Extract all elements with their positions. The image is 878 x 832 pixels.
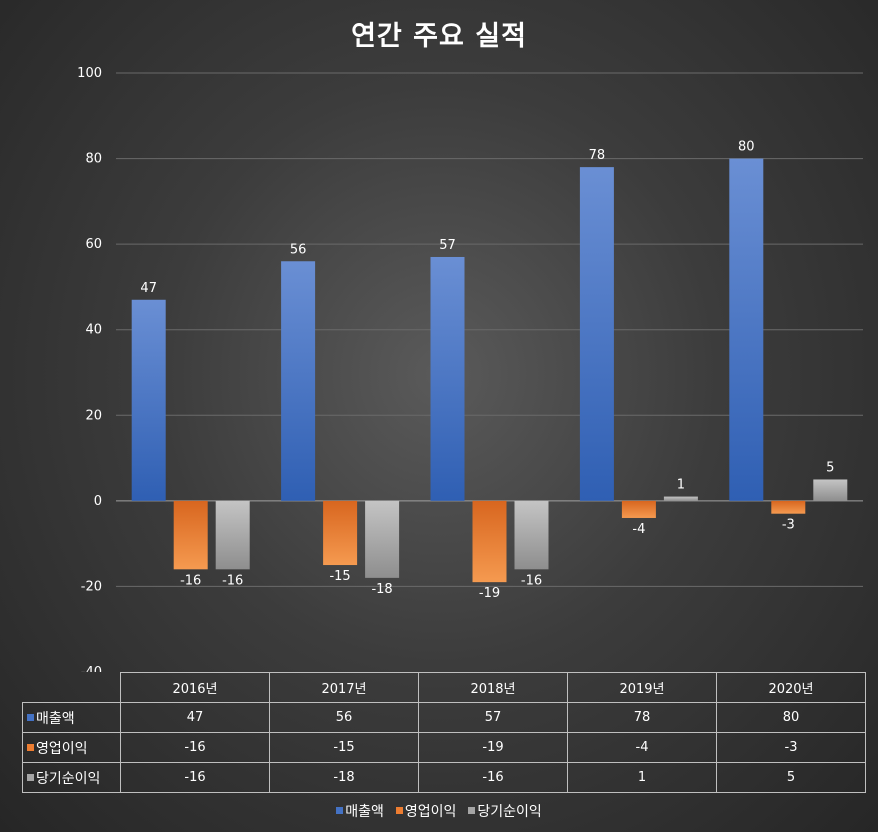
table-cell: 78 [567,702,717,733]
bar-net-income-5 [813,479,848,501]
table-row-header: 영업이익 [22,732,121,763]
table-row-header: 당기순이익 [22,762,121,793]
data-label-sales: 57 [439,238,456,253]
legend-label: 당기순이익 [477,804,542,820]
table-cell: -16 [120,732,270,763]
legend: 매출액 영업이익 당기순이익 [0,801,878,821]
data-label-operating-profit: -16 [180,573,201,588]
legend-key-swatch [27,713,34,721]
bar-operating-profit-2 [323,500,358,566]
data-label-sales: 47 [140,281,157,296]
table-column-header: 2019년 [567,672,717,703]
table-cell: -18 [269,762,419,793]
bar-sales-3 [430,256,465,501]
y-tick-label: -20 [81,579,102,594]
data-label-operating-profit: -19 [479,586,500,601]
legend-key-swatch [27,743,34,751]
bar-sales-1 [131,299,166,501]
y-tick-label: -40 [81,665,102,672]
table-cell: -19 [418,732,568,763]
table-cell: 56 [269,702,419,733]
table-column-header: 2017년 [269,672,419,703]
legend-label: 영업이익 [404,804,457,820]
table-cell: -3 [716,732,866,763]
bar-operating-profit-4 [621,500,656,518]
table-cell: -15 [269,732,419,763]
data-label-net-income: 1 [677,478,685,493]
legend-label: 매출액 [345,804,384,820]
y-tick-label: 80 [85,152,102,167]
table-column-header: 2016년 [120,672,270,703]
data-label-net-income: -16 [222,573,243,588]
legend-swatch [395,807,403,814]
chart-title: 연간 주요 실적 [351,21,527,52]
data-label-sales: 56 [290,242,307,257]
bar-operating-profit-5 [771,500,806,514]
table-cell: 57 [418,702,568,733]
table-cell: 5 [716,762,866,793]
table-cell: -16 [418,762,568,793]
data-label-operating-profit: -4 [632,522,645,537]
table-cell: 80 [716,702,866,733]
y-tick-label: 40 [85,323,102,338]
bar-net-income-3 [514,500,549,570]
table-row-header: 매출액 [22,702,121,733]
table-header-row: 2016년 2017년 2018년 2019년 2020년 [22,672,866,703]
table-row: 매출액 47 56 57 78 80 [22,702,866,733]
legend-swatch [468,807,476,814]
bar-net-income-1 [215,500,250,570]
y-tick-label: 100 [77,66,102,81]
bar-net-income-4 [663,496,698,501]
data-label-sales: 80 [738,140,755,155]
bar-operating-profit-3 [472,500,507,583]
data-table: 2016년 2017년 2018년 2019년 2020년 매출액 47 56 57 78 80 영업… [22,672,866,793]
y-tick-label: 60 [85,237,102,252]
table-cell: -4 [567,732,717,763]
legend-item: 당기순이익 [468,801,542,821]
table-corner [22,672,121,703]
bar-sales-2 [281,261,316,501]
y-tick-label: 0 [94,494,102,509]
data-label-operating-profit: -3 [782,518,795,533]
table-row: 당기순이익 -16 -18 -16 1 5 [22,762,866,793]
table-row: 영업이익 -16 -15 -19 -4 -3 [22,732,866,763]
table-column-header: 2020년 [716,672,866,703]
bar-net-income-2 [365,500,400,578]
y-tick-label: 20 [85,408,102,423]
table-cell: 47 [120,702,270,733]
table-cell: -16 [120,762,270,793]
bar-sales-4 [579,167,614,501]
table-cell: 1 [567,762,717,793]
legend-item: 영업이익 [395,801,457,821]
bar-operating-profit-1 [173,500,208,570]
plot-area: -40 -20 0 20 40 60 80 100 47 -16 -16 56 -15 -18 57 -19 -… [77,66,863,672]
table-column-header: 2018년 [418,672,568,703]
data-label-net-income: -16 [521,573,542,588]
legend-item: 매출액 [336,801,384,821]
legend-key-swatch [27,773,34,781]
data-label-operating-profit: -15 [329,569,350,584]
bar-sales-5 [729,158,764,501]
data-label-sales: 78 [589,148,606,163]
data-label-net-income: -18 [371,582,392,597]
data-label-net-income: 5 [826,460,834,475]
legend-swatch [336,807,344,814]
